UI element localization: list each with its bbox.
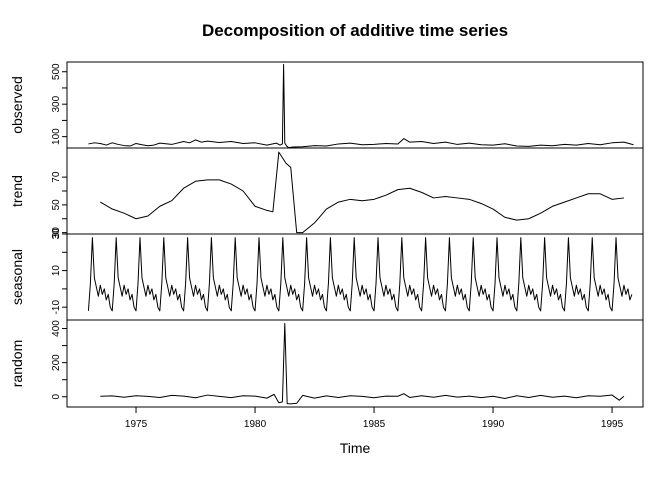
random-series-line <box>100 322 625 405</box>
seasonal-y-tick-label: 10 <box>51 265 62 277</box>
observed-y-tick-label: 300 <box>51 95 62 112</box>
trend-series-line <box>100 151 625 234</box>
x-tick-label: 1985 <box>363 419 386 430</box>
random-y-label: random <box>9 340 25 387</box>
seasonal-y-tick-label: -10 <box>51 300 62 315</box>
panel-trend: 30 50 70 trend <box>9 147 644 239</box>
seasonal-y-label: seasonal <box>9 249 25 305</box>
x-tick-label: 1995 <box>601 419 624 430</box>
random-y-tick-label: 200 <box>51 354 62 371</box>
observed-frame <box>66 61 644 149</box>
trend-y-tick-label: 70 <box>51 171 62 183</box>
x-tick-label: 1980 <box>244 419 267 430</box>
x-tick-label: 1990 <box>482 419 505 430</box>
x-axis: 1975 1980 1985 1990 1995 <box>125 406 624 430</box>
random-frame <box>66 319 644 408</box>
panel-observed: 100 300 500 observed <box>9 61 644 149</box>
trend-y-tick-label: 50 <box>51 199 62 211</box>
trend-y-tick-label: 30 <box>51 227 62 239</box>
seasonal-series-line <box>87 237 633 312</box>
random-y-tick-label: 400 <box>51 320 62 337</box>
chart-title: Decomposition of additive time series <box>202 21 508 40</box>
observed-y-tick-label: 100 <box>51 128 62 145</box>
panel-seasonal: -10 10 30 seasonal <box>9 228 644 321</box>
trend-frame <box>66 147 644 235</box>
trend-y-label: trend <box>9 175 25 207</box>
random-y-tick-label: 0 <box>51 394 62 400</box>
observed-y-label: observed <box>9 76 25 134</box>
x-tick-label: 1975 <box>125 419 148 430</box>
observed-y-tick-label: 500 <box>51 63 62 80</box>
x-axis-label: Time <box>340 440 371 456</box>
seasonal-y-tick-label: 30 <box>51 228 62 240</box>
observed-series-line <box>88 63 634 149</box>
panel-random: 0 200 400 random <box>9 319 644 408</box>
